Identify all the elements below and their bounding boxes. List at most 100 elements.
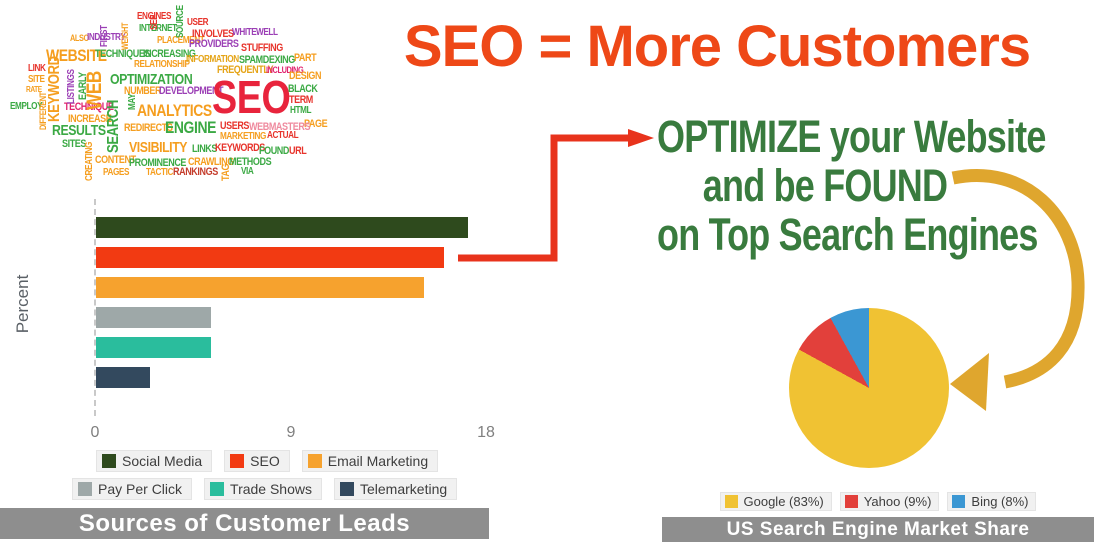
cloud-word-rate: RATE: [26, 85, 42, 94]
cloud-word-increase: INCREASE: [68, 113, 112, 125]
legend-swatch-seo: [230, 454, 245, 468]
word-cloud: ENGINES INTERNET USER ALSO INDUSTRY WEBSITE TE…: [0, 0, 380, 205]
cloud-word-development: DEVELOPMENT: [159, 85, 224, 97]
headline-line-3: on Top Search Engines: [657, 209, 1038, 260]
cloud-word-first: FIRST: [99, 25, 110, 47]
cloud-word-engines: ENGINES: [137, 11, 172, 22]
legend-swatch-email-marketing: [307, 454, 322, 468]
cloud-word-website: WEBSITE: [46, 46, 107, 65]
cloud-word-source: SOURCE: [175, 5, 186, 39]
cloud-word-results: RESULTS: [52, 122, 106, 139]
legend-swatch-pay-per-click: [78, 482, 92, 496]
cloud-word-different: DIFFERENT: [38, 92, 48, 130]
cloud-word-prominence: PROMINENCE: [129, 157, 187, 169]
pie-legend-row: Google (83%) Yahoo (9%) Bing (8%): [662, 492, 1094, 511]
cloud-word-user: USER: [187, 17, 209, 28]
cloud-word-well: WELL: [256, 27, 278, 38]
cloud-word-keyword: KEYWORD: [46, 56, 63, 122]
cloud-word-found: FOUND: [259, 145, 290, 157]
legend-item-bing-8: Bing (8%): [947, 492, 1037, 511]
legend-label-trade-shows: Trade Shows: [230, 481, 312, 497]
cloud-word-part: PART: [294, 52, 317, 64]
legend-label-yahoo-9: Yahoo (9%): [863, 494, 932, 509]
legend-item-seo: SEO: [224, 450, 290, 472]
cloud-word-internet: INTERNET: [139, 23, 177, 34]
headline: OPTIMIZE your Website and be FOUND on To…: [657, 111, 1046, 260]
cloud-word-design: DESIGN: [289, 70, 322, 82]
legend-label-pay-per-click: Pay Per Click: [98, 481, 183, 497]
cloud-word-actual: ACTUAL: [267, 130, 299, 141]
cloud-word-content: CONTENT: [95, 154, 136, 166]
legend-label-telemarketing: Telemarketing: [360, 481, 448, 497]
red-elbow-arrow: [458, 129, 654, 262]
cloud-word-methods: METHODS: [229, 156, 272, 168]
cloud-word-crawling: CRAWLING: [188, 156, 234, 168]
bar-chart-title-banner: Sources of Customer Leads: [0, 508, 489, 539]
legend-item-telemarketing: Telemarketing: [334, 478, 458, 500]
cloud-word-pages: PAGES: [103, 167, 130, 178]
legend-swatch-social-media: [102, 454, 116, 468]
bar-chart-zero-gridline: [94, 199, 96, 416]
cloud-word-rankings: RANKINGS: [173, 166, 218, 178]
red-arrow-head-icon: [628, 129, 654, 147]
bar-chart-x-tick-9: 9: [286, 424, 296, 441]
cloud-word-html: HTML: [290, 105, 312, 116]
legend-item-social-media: Social Media: [96, 450, 213, 472]
cloud-word-white: WHITE: [232, 27, 257, 38]
cloud-word-information: INFORMATION: [186, 54, 239, 65]
cloud-word-relationship: RELATIONSHIP: [134, 59, 190, 70]
cloud-word-see: SEE: [149, 14, 160, 30]
cloud-word-including: INCLUDING: [266, 65, 304, 75]
bar-email-marketing: [96, 277, 424, 298]
headline-line-2: and be FOUND: [702, 160, 948, 211]
cloud-word-site: SITE: [28, 74, 45, 85]
cloud-word-engine: ENGINE: [165, 118, 216, 137]
legend-label-bing-8: Bing (8%): [971, 494, 1029, 509]
legend-item-yahoo-9: Yahoo (9%): [839, 492, 940, 511]
gold-arrow-curve: [951, 169, 1085, 389]
cloud-word-web: WEB: [83, 71, 106, 110]
cloud-word-redirects: REDIRECTS: [124, 122, 173, 134]
cloud-word-page: PAGE: [304, 118, 328, 130]
bar-legend-row-2: Pay Per Click Trade Shows Telemarketing: [72, 478, 458, 500]
cloud-word-sites: SITES: [62, 138, 87, 150]
cloud-word-frequently: FREQUENTLY: [217, 64, 274, 76]
cloud-word-search: SEARCH: [105, 100, 122, 153]
cloud-word-employ: EMPLOY: [10, 101, 43, 112]
cloud-word-listings: LISTINGS: [66, 69, 77, 104]
cloud-word-optimization: OPTIMIZATION: [110, 71, 193, 88]
legend-swatch-google-83: [724, 495, 738, 508]
legend-item-google-83: Google (83%): [719, 492, 832, 511]
cloud-word-url: URL: [289, 145, 307, 157]
legend-label-seo: SEO: [250, 453, 280, 469]
legend-label-email-marketing: Email Marketing: [327, 453, 429, 469]
pie-chart-title-banner: US Search Engine Market Share: [662, 517, 1094, 542]
cloud-word-seo: SEO: [212, 71, 291, 123]
cloud-word-tactic: TACTIC: [146, 167, 173, 178]
cloud-word-links: LINKS: [192, 143, 218, 155]
cloud-word-technique: TECHNIQUE: [64, 101, 114, 113]
legend-label-google-83: Google (83%): [743, 494, 824, 509]
bar-chart-x-tick-0: 0: [90, 424, 100, 441]
cloud-word-may: MAY: [127, 93, 138, 110]
cloud-word-webmasters: WEBMASTERS: [249, 121, 311, 133]
cloud-word-creating: CREATING: [84, 142, 95, 181]
cloud-word-keywords: KEYWORDS: [215, 142, 265, 154]
cloud-word-analytics: ANALYTICS: [137, 101, 212, 120]
legend-swatch-telemarketing: [340, 482, 354, 496]
cloud-word-spamdexing: SPAMDEXING: [239, 54, 295, 66]
headline-line-1: OPTIMIZE your Website: [657, 111, 1046, 162]
gold-curved-arrow: [950, 169, 1085, 411]
cloud-word-weight: WEIGHT: [120, 22, 130, 50]
cloud-word-placement: PLACEMENT: [157, 35, 205, 46]
legend-swatch-yahoo-9: [844, 495, 858, 508]
pie-chart: [789, 308, 949, 468]
bar-chart-y-axis-label: Percent: [13, 274, 32, 334]
cloud-word-number: NUMBER: [124, 85, 162, 97]
cloud-word-via: VIA: [241, 166, 254, 177]
cloud-word-users: USERS: [220, 120, 250, 132]
cloud-word-providers: PROVIDERS: [189, 38, 239, 50]
legend-swatch-trade-shows: [210, 482, 225, 496]
cloud-word-techniques: TECHNIQUES: [95, 48, 151, 60]
